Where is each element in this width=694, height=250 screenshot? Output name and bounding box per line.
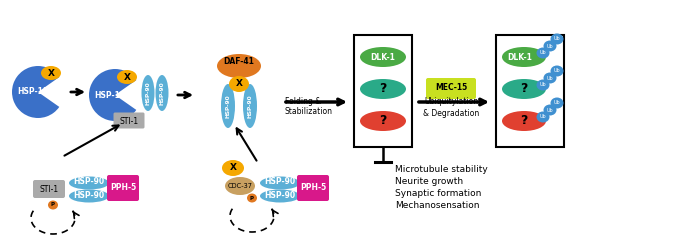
Text: STI-1: STI-1: [40, 184, 58, 194]
Text: Ub: Ub: [554, 36, 560, 42]
Ellipse shape: [142, 75, 155, 111]
Ellipse shape: [502, 47, 546, 67]
Text: MEC-15: MEC-15: [435, 84, 467, 92]
FancyBboxPatch shape: [33, 180, 65, 198]
Text: Stabilization: Stabilization: [285, 108, 333, 116]
Ellipse shape: [550, 34, 564, 44]
Text: Ub: Ub: [540, 50, 546, 56]
Text: ?: ?: [520, 82, 527, 96]
Text: Mechanosensation: Mechanosensation: [395, 202, 480, 210]
FancyBboxPatch shape: [114, 112, 144, 128]
Text: STI-1: STI-1: [119, 116, 139, 126]
Text: PPH-5: PPH-5: [110, 184, 136, 192]
Ellipse shape: [222, 160, 244, 176]
Ellipse shape: [536, 48, 550, 58]
Text: Microtubule stability: Microtubule stability: [395, 166, 488, 174]
FancyBboxPatch shape: [107, 175, 139, 201]
Text: HSP-90: HSP-90: [248, 94, 253, 118]
Ellipse shape: [260, 190, 300, 202]
Text: ?: ?: [380, 82, 387, 96]
Text: HSP-90: HSP-90: [226, 94, 230, 118]
Text: Synaptic formation: Synaptic formation: [395, 190, 482, 198]
Text: ?: ?: [380, 114, 387, 128]
Text: X: X: [235, 80, 242, 88]
Text: X: X: [47, 68, 55, 78]
Text: ?: ?: [520, 114, 527, 128]
Text: PPH-5: PPH-5: [300, 184, 326, 192]
Text: & Degradation: & Degradation: [423, 108, 479, 118]
Text: Ub: Ub: [547, 76, 553, 80]
Ellipse shape: [536, 80, 550, 90]
Ellipse shape: [117, 70, 137, 84]
Ellipse shape: [502, 111, 546, 131]
Text: DLK-1: DLK-1: [371, 52, 396, 62]
Ellipse shape: [360, 47, 406, 67]
Ellipse shape: [225, 177, 255, 195]
Bar: [496, 35, 564, 147]
Text: Ub: Ub: [540, 82, 546, 87]
Text: HSP-90: HSP-90: [74, 190, 105, 200]
Text: HSP-110: HSP-110: [17, 88, 53, 96]
Ellipse shape: [360, 111, 406, 131]
Text: P: P: [51, 202, 55, 207]
Text: Ub: Ub: [554, 68, 560, 73]
Bar: [354, 35, 412, 147]
Text: X: X: [230, 164, 237, 172]
Text: DAF-41: DAF-41: [223, 58, 255, 66]
Wedge shape: [89, 69, 136, 121]
Wedge shape: [12, 66, 59, 118]
Ellipse shape: [221, 84, 235, 128]
Ellipse shape: [217, 54, 261, 78]
Ellipse shape: [69, 176, 109, 190]
Text: X: X: [124, 72, 130, 82]
Ellipse shape: [155, 75, 169, 111]
Ellipse shape: [247, 194, 257, 202]
Ellipse shape: [543, 40, 557, 52]
Text: P: P: [250, 196, 254, 200]
Ellipse shape: [543, 104, 557, 116]
Text: HSP-90: HSP-90: [264, 178, 296, 186]
Text: Folding &: Folding &: [285, 98, 321, 106]
FancyBboxPatch shape: [297, 175, 329, 201]
Ellipse shape: [536, 112, 550, 122]
Text: CDC-37: CDC-37: [228, 183, 253, 189]
FancyBboxPatch shape: [426, 78, 476, 99]
Ellipse shape: [229, 76, 249, 92]
Ellipse shape: [502, 79, 546, 99]
Ellipse shape: [243, 84, 257, 128]
Ellipse shape: [260, 176, 300, 190]
Text: HSP-110: HSP-110: [94, 90, 130, 100]
Ellipse shape: [550, 66, 564, 76]
Text: DLK-1: DLK-1: [507, 52, 532, 62]
Text: Neurite growth: Neurite growth: [395, 178, 463, 186]
Ellipse shape: [48, 200, 58, 209]
Ellipse shape: [550, 98, 564, 108]
Text: Ub: Ub: [547, 108, 553, 112]
Text: Ub: Ub: [540, 114, 546, 119]
Text: HSP-90: HSP-90: [160, 81, 164, 105]
Ellipse shape: [69, 190, 109, 202]
Ellipse shape: [543, 72, 557, 84]
Text: Ubiquitylation: Ubiquitylation: [424, 98, 478, 106]
Text: HSP-90: HSP-90: [74, 178, 105, 186]
Text: HSP-90: HSP-90: [146, 81, 151, 105]
Text: Ub: Ub: [554, 100, 560, 105]
Ellipse shape: [360, 79, 406, 99]
Text: HSP-90: HSP-90: [264, 190, 296, 200]
Ellipse shape: [41, 66, 61, 80]
Text: Ub: Ub: [547, 44, 553, 49]
